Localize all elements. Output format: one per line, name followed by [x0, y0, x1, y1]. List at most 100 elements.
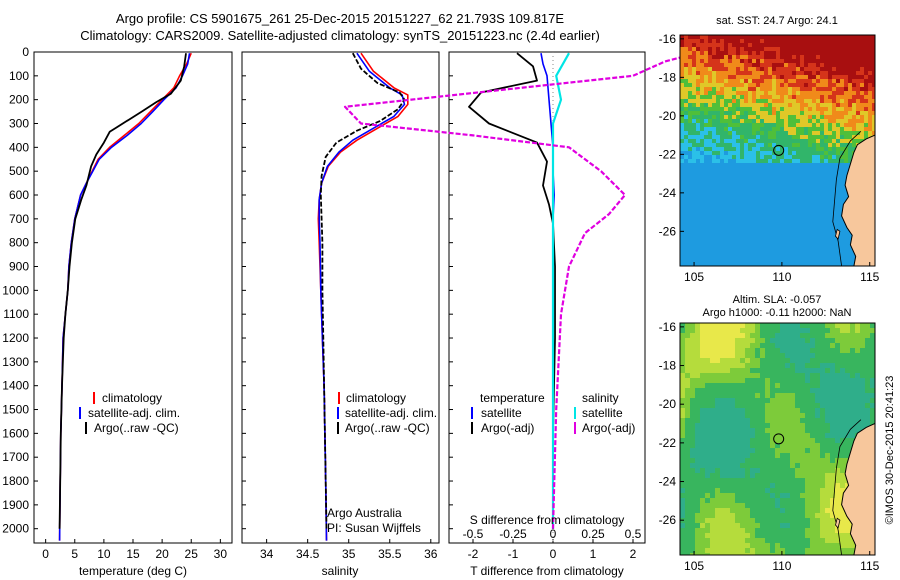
sla-cell: [830, 413, 835, 418]
sla-cell: [790, 408, 795, 413]
sst-cell: [832, 83, 836, 87]
sst-cell: [728, 191, 732, 195]
sst-cell: [832, 75, 836, 79]
sst-cell: [768, 163, 772, 167]
sst-cell: [788, 147, 792, 151]
sla-cell: [800, 338, 805, 343]
sst-cell: [784, 263, 788, 266]
sst-cell: [804, 67, 808, 71]
sst-cell: [776, 219, 780, 223]
sst-cell: [868, 43, 872, 47]
sst-cell: [720, 171, 724, 175]
sst-cell: [764, 103, 768, 107]
sla-cell: [695, 478, 700, 483]
sla-cell: [760, 393, 765, 398]
sla-cell: [695, 508, 700, 513]
sla-cell: [760, 328, 765, 333]
sst-cell: [828, 247, 832, 251]
x-tick-label: 15: [126, 547, 140, 561]
legend-label-climatology: climatology: [346, 391, 406, 405]
sla-cell: [690, 418, 695, 423]
sst-cell: [724, 183, 728, 187]
sla-cell: [765, 348, 770, 353]
sst-cell: [836, 251, 840, 255]
sst-cell: [812, 43, 816, 47]
sla-cell: [715, 348, 720, 353]
sla-cell: [710, 328, 715, 333]
sst-cell: [744, 159, 748, 163]
sla-cell: [735, 483, 740, 488]
sst-cell: [716, 87, 720, 91]
sst-cell: [820, 39, 824, 43]
sla-cell: [815, 403, 820, 408]
x-tick-label: -1: [508, 547, 519, 561]
sla-cell: [735, 388, 740, 393]
sla-cell: [830, 328, 835, 333]
sst-cell: [828, 187, 832, 191]
sla-cell: [710, 343, 715, 348]
sla-cell: [860, 378, 865, 383]
sst-cell: [784, 247, 788, 251]
sst-cell: [800, 127, 804, 131]
sst-cell: [680, 51, 684, 55]
sla-cell: [830, 418, 835, 423]
sst-cell: [808, 47, 812, 51]
sst-cell: [736, 223, 740, 227]
sst-cell: [732, 103, 736, 107]
sla-cell: [840, 483, 845, 488]
sst-cell: [784, 119, 788, 123]
sst-cell: [852, 71, 856, 75]
sst-cell: [832, 255, 836, 259]
sst-cell: [728, 107, 732, 111]
sst-cell: [844, 107, 848, 111]
sst-cell: [728, 175, 732, 179]
sst-cell: [716, 215, 720, 219]
sla-cell: [835, 333, 840, 338]
sst-cell: [700, 99, 704, 103]
sla-cell: [870, 403, 875, 408]
sst-cell: [804, 71, 808, 75]
sst-cell: [740, 67, 744, 71]
sla-cell: [780, 443, 785, 448]
sla-cell: [820, 503, 825, 508]
sst-cell: [808, 83, 812, 87]
sst-cell: [756, 175, 760, 179]
sst-cell: [744, 199, 748, 203]
sst-cell: [712, 259, 716, 263]
sst-cell: [764, 211, 768, 215]
sla-cell: [815, 408, 820, 413]
sst-cell: [712, 255, 716, 259]
sst-cell: [804, 119, 808, 123]
sla-cell: [865, 358, 870, 363]
sst-cell: [764, 43, 768, 47]
sla-cell: [760, 413, 765, 418]
sla-cell: [695, 338, 700, 343]
sst-cell: [852, 75, 856, 79]
sst-cell: [680, 107, 684, 111]
sst-cell: [764, 239, 768, 243]
sla-cell: [730, 393, 735, 398]
sst-cell: [784, 151, 788, 155]
sst-cell: [832, 215, 836, 219]
sst-cell: [796, 59, 800, 63]
sla-cell: [725, 413, 730, 418]
sst-cell: [776, 195, 780, 199]
sla-cell: [825, 483, 830, 488]
sst-cell: [856, 87, 860, 91]
sst-cell: [816, 243, 820, 247]
sst-cell: [852, 39, 856, 43]
sst-cell: [700, 195, 704, 199]
sst-cell: [756, 167, 760, 171]
sst-cell: [800, 191, 804, 195]
sst-cell: [844, 239, 848, 243]
sla-cell: [740, 323, 745, 328]
sst-cell: [744, 71, 748, 75]
sla-cell: [845, 343, 850, 348]
sla-cell: [835, 393, 840, 398]
sla-cell: [795, 398, 800, 403]
sla-cell: [830, 553, 835, 555]
sla-cell: [870, 363, 875, 368]
sla-cell: [715, 368, 720, 373]
sst-cell: [740, 171, 744, 175]
sla-cell: [700, 528, 705, 533]
